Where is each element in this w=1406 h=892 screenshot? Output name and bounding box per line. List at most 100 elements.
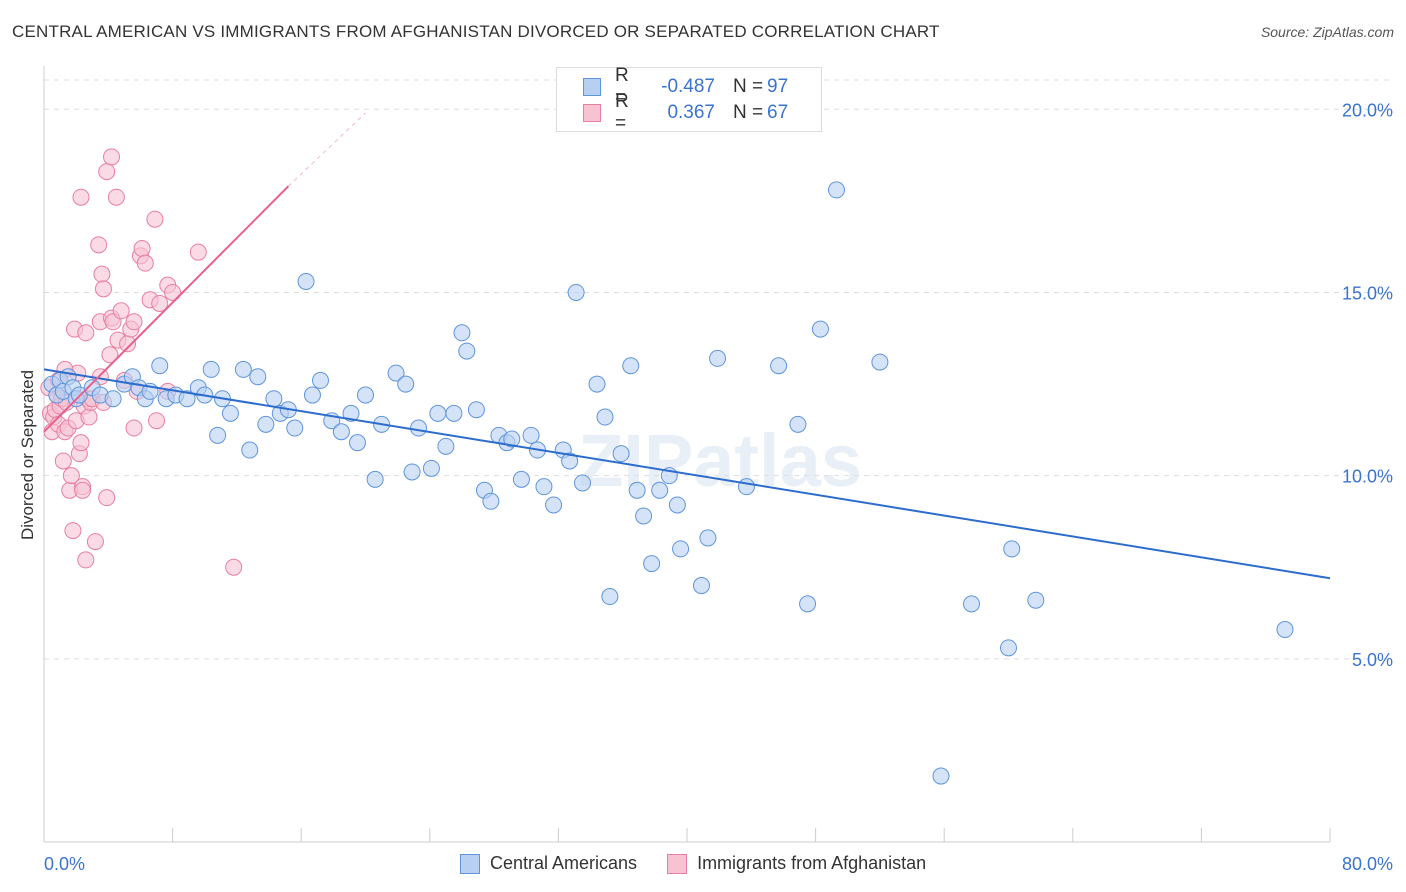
central-american-point xyxy=(596,408,614,426)
central-american-point xyxy=(249,368,267,386)
central-american-point xyxy=(588,375,606,393)
central-american-point xyxy=(799,595,817,613)
central-american-point xyxy=(574,474,592,492)
central-american-point xyxy=(668,496,686,514)
y-axis-label: Divorced or Separated xyxy=(18,370,37,540)
central-american-point xyxy=(286,419,304,437)
central-american-point xyxy=(612,445,630,463)
afghanistan-point xyxy=(64,522,82,540)
legend-label: Central Americans xyxy=(490,853,638,873)
afghanistan-point xyxy=(103,148,121,166)
central-american-point xyxy=(311,371,329,389)
central-american-point xyxy=(1027,591,1045,609)
central-american-point xyxy=(737,478,755,496)
central-american-point xyxy=(303,386,321,404)
central-american-point xyxy=(467,401,485,419)
afghanistan-point xyxy=(72,188,90,206)
central-american-point xyxy=(265,390,283,408)
central-american-point xyxy=(567,283,585,301)
central-american-point xyxy=(512,470,530,488)
central-american-point xyxy=(672,540,690,558)
legend-item-afghanistan: Immigrants from Afghanistan xyxy=(667,853,926,874)
central-american-point xyxy=(770,357,788,375)
tick-labels: 5.0% 10.0% 15.0% 20.0% 0.0% 80.0% xyxy=(44,100,1393,874)
afghanistan-point xyxy=(98,489,116,507)
central-american-point xyxy=(151,357,169,375)
x-tick-label: 80.0% xyxy=(1342,854,1393,874)
afghanistan-point xyxy=(80,408,98,426)
legend-label: Immigrants from Afghanistan xyxy=(697,853,927,873)
afghanistan-point xyxy=(90,236,108,254)
central-american-point xyxy=(453,324,471,342)
central-american-point xyxy=(692,577,710,595)
n-label: N = xyxy=(733,76,764,97)
afghanistan-point xyxy=(148,412,166,430)
afghanistan-point xyxy=(119,335,137,353)
central-american-point xyxy=(482,492,500,510)
afghanistan-point xyxy=(133,240,151,258)
central-american-point xyxy=(1000,639,1017,657)
series-legend: Central Americans Immigrants from Afghan… xyxy=(460,853,956,874)
central-american-point xyxy=(635,507,653,525)
afghanistan-point xyxy=(62,467,80,485)
central-american-point xyxy=(601,588,619,606)
central-american-point xyxy=(366,470,384,488)
r-value: 0.367 xyxy=(667,102,715,123)
n-label: N = xyxy=(733,102,764,123)
central-american-point xyxy=(789,415,807,433)
central-american-point xyxy=(357,386,374,404)
central-american-point xyxy=(545,496,563,514)
central-american-point xyxy=(651,481,669,499)
central-american-point xyxy=(699,529,717,547)
afghanistan-point xyxy=(94,280,112,298)
central-american-point xyxy=(403,463,421,481)
central-american-point xyxy=(1003,540,1021,558)
pink-swatch xyxy=(667,853,688,874)
legend-row-central-americans: R = -0.487 N = 97 xyxy=(583,65,789,108)
central-american-point xyxy=(445,404,463,422)
afghanistan-point xyxy=(77,551,95,569)
central-american-point xyxy=(241,441,259,459)
central-american-point xyxy=(437,437,455,455)
afghanistan-point xyxy=(146,210,164,228)
central-american-point xyxy=(522,426,540,444)
source-label: Source: ZipAtlas.com xyxy=(1260,24,1394,40)
afghanistan-point xyxy=(164,283,182,301)
n-value: 67 xyxy=(767,102,789,123)
central-american-point xyxy=(429,404,447,422)
central-american-point xyxy=(422,459,440,477)
trend-lines xyxy=(43,112,1331,580)
afghanistan-point xyxy=(225,558,243,576)
afghanistan-point xyxy=(125,313,143,331)
afghanistan-point xyxy=(77,324,95,342)
central-american-point xyxy=(104,390,122,408)
afghanistan-point xyxy=(86,533,104,551)
central-american-point xyxy=(561,452,579,470)
afghanistan-trend-line xyxy=(43,185,290,433)
central-american-point xyxy=(387,364,405,382)
central-american-point xyxy=(643,555,661,573)
central-american-trend-line xyxy=(43,368,1331,580)
y-tick-label: 15.0% xyxy=(1342,283,1393,303)
y-tick-label: 5.0% xyxy=(1352,650,1393,670)
central-american-point xyxy=(410,419,428,437)
central-american-point xyxy=(811,320,829,338)
central-american-points xyxy=(43,181,1294,785)
n-value: 97 xyxy=(767,76,789,97)
afghanistan-point xyxy=(107,188,125,206)
legend-row-afghanistan: R = 0.367 N = 67 xyxy=(583,91,789,134)
central-american-point xyxy=(342,404,360,422)
central-american-point xyxy=(257,415,275,433)
y-tick-label: 10.0% xyxy=(1342,467,1393,487)
central-american-point xyxy=(202,360,220,378)
central-american-point xyxy=(221,404,239,422)
afghanistan-point xyxy=(74,481,92,499)
central-american-point xyxy=(628,481,646,499)
r-value: -0.487 xyxy=(661,76,715,97)
afghanistan-point xyxy=(101,346,119,364)
central-american-point xyxy=(178,390,196,408)
r-label: R = xyxy=(615,91,629,134)
x-tick-label: 0.0% xyxy=(44,854,85,874)
chart-title: CENTRAL AMERICAN VS IMMIGRANTS FROM AFGH… xyxy=(12,22,940,41)
central-american-point xyxy=(1276,621,1294,639)
